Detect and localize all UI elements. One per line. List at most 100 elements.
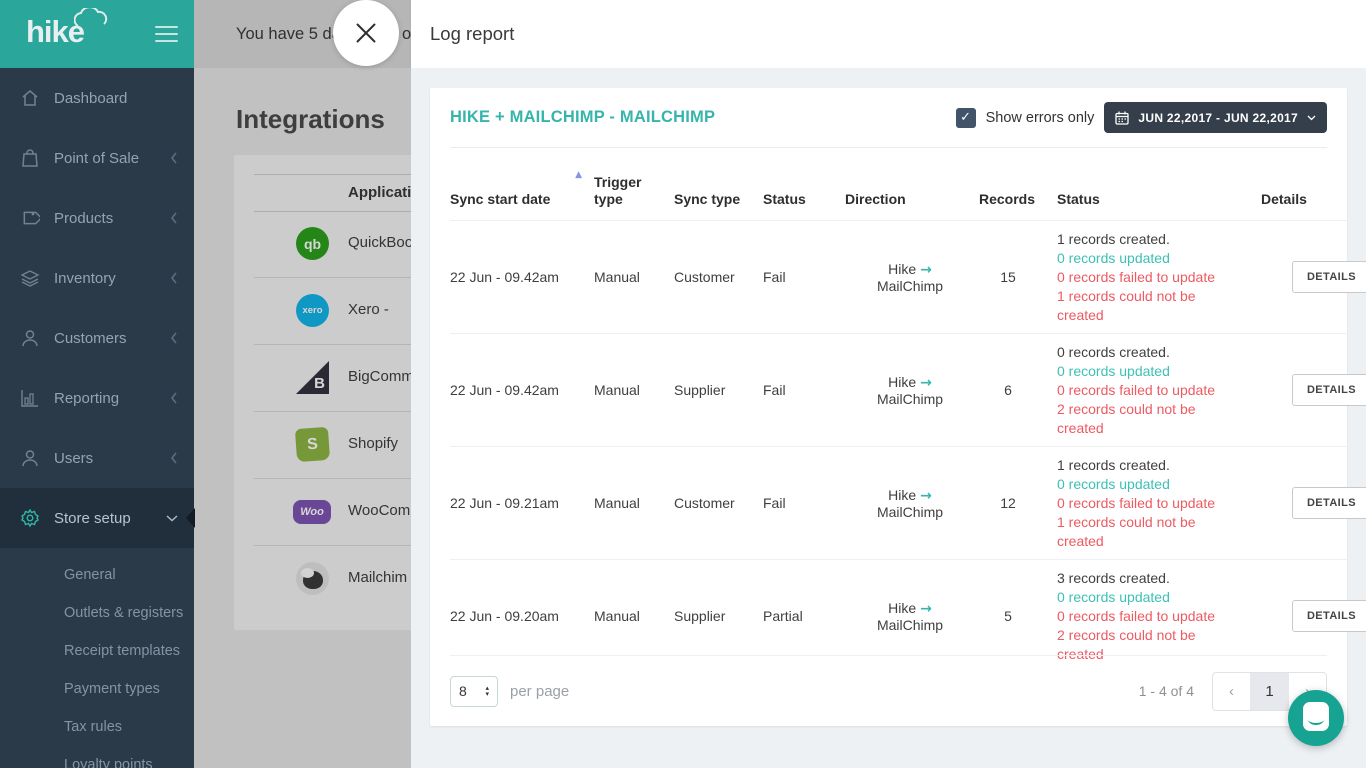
trigger-cell: Manual [594,333,674,447]
gear-icon [18,508,42,528]
show-errors-checkbox[interactable]: ✓ [955,107,976,128]
col-status-detail[interactable]: Status [1041,147,1261,221]
chevron-left-icon [170,272,178,284]
bar-chart-icon [18,388,42,408]
details-button[interactable]: DETAILS [1291,487,1366,519]
log-row: 22 Jun - 09.42am Manual Customer Fail Hi… [450,220,1366,334]
calendar-icon [1115,111,1130,125]
xero-icon: xero [296,294,329,327]
integration-row-quickbooks[interactable]: qb QuickBoo [254,210,834,278]
col-direction[interactable]: Direction [845,147,979,221]
mailchimp-icon [296,562,329,595]
sidebar-item-users[interactable]: Users [0,428,194,488]
col-trigger-type[interactable]: Trigger type [594,147,674,221]
integration-name: QuickBoo [348,234,414,251]
table-header-row: Sync start date ▲ Trigger type Sync type … [450,147,1366,221]
submenu-item-outlets-registers[interactable]: Outlets & registers [64,605,184,621]
records-cell: 6 [979,333,1041,447]
records-created-text: 1 records created. [1057,230,1170,247]
sidebar-item-customers[interactable]: Customers [0,308,194,368]
trigger-cell: Manual [594,608,640,624]
table-footer: 8 ▴▾ per page 1 - 4 of 4 ‹ 1 › [450,655,1327,726]
date-range-button[interactable]: JUN 22,2017 - JUN 22,2017 [1104,102,1327,133]
integration-name: Shopify [348,435,399,452]
sync-start-cell: 22 Jun - 09.42am [450,333,594,447]
submenu-item-payment-types[interactable]: Payment types [64,681,160,697]
show-errors-label: Show errors only [985,109,1095,126]
prev-page-button[interactable]: ‹ [1229,682,1234,700]
home-icon [18,88,42,108]
submenu-item-general[interactable]: General [64,567,116,583]
person-icon [18,328,42,348]
submenu-item-loyalty-points[interactable]: Loyalty points [64,757,153,768]
menu-toggle-icon[interactable] [155,26,178,42]
per-page-select[interactable]: 8 ▴ ▾ [450,675,498,707]
page-1-button[interactable]: 1 [1250,672,1288,710]
status-cell: Partial [763,608,803,624]
log-report-card: HIKE + MAILCHIMP - MAILCHIMP ✓ Show erro… [430,88,1366,726]
records-not-created-text: 1 records could not be created [1057,287,1196,323]
records-created-text: 0 records created. [1057,343,1170,360]
log-row: 22 Jun - 09.21am Manual Customer Fail Hi… [450,446,1366,560]
quickbooks-icon: qb [296,227,329,260]
records-cell: 12 [979,446,1041,560]
sidebar-item-store-setup[interactable]: Store setup [0,488,194,548]
sidebar-item-label: Dashboard [54,89,128,107]
store-setup-submenu: General Outlets & registers Receipt temp… [0,548,194,768]
page-title: Integrations [236,104,385,134]
modal-body: HIKE + MAILCHIMP - MAILCHIMP ✓ Show erro… [411,68,1366,768]
sidebar: Dashboard Point of Sale Products Invento… [0,68,194,768]
col-details[interactable]: Details [1261,147,1366,221]
sidebar-item-label: Point of Sale [54,149,140,167]
direction-cell: Hike → MailChimp [845,333,979,447]
integration-row-mailchimp[interactable]: Mailchim [254,545,834,612]
col-sync-type[interactable]: Sync type [674,147,763,221]
chevron-down-icon [166,514,178,522]
modal-close-button[interactable] [333,0,399,66]
pagination-range-label: 1 - 4 of 4 [1138,683,1194,699]
integration-name: BigComm [348,368,414,385]
sync-type-cell: Supplier [674,333,763,447]
chevron-left-icon [170,452,178,464]
submenu-item-tax-rules[interactable]: Tax rules [64,719,123,735]
records-failed-text: 0 records failed to update [1057,268,1215,285]
col-status[interactable]: Status [763,147,845,221]
sync-start-cell: 22 Jun - 09.42am [450,220,594,334]
sidebar-item-label: Store setup [54,509,131,527]
details-button[interactable]: DETAILS [1291,261,1366,293]
sidebar-item-inventory[interactable]: Inventory [0,248,194,308]
details-button[interactable]: DETAILS [1291,374,1366,406]
chevron-left-icon [170,332,178,344]
records-failed-text: 0 records failed to update [1057,381,1215,398]
submenu-item-receipt-templates[interactable]: Receipt templates [64,643,181,659]
col-records[interactable]: Records [979,147,1041,221]
status-detail-cell: 1 records created. 0 records updated 0 r… [1041,446,1261,560]
chat-widget-button[interactable] [1288,690,1344,746]
sidebar-item-products[interactable]: Products [0,188,194,248]
records-created-text: 3 records created. [1057,569,1170,586]
woocommerce-icon: Woo [293,500,331,524]
records-not-created-text: 2 records could not be created [1057,400,1196,436]
modal-header: Log report [411,0,1366,68]
sync-type-cell: Supplier [674,608,726,624]
log-row: 22 Jun - 09.42am Manual Supplier Fail Hi… [450,333,1366,447]
sidebar-item-reporting[interactable]: Reporting [0,368,194,428]
records-cell: 15 [979,220,1041,334]
status-cell: Fail [763,220,845,334]
sidebar-item-label: Inventory [54,269,116,287]
col-sync-start-date[interactable]: Sync start date ▲ [450,147,594,221]
modal-title: Log report [430,23,515,44]
chevron-left-icon [170,392,178,404]
log-report-modal: Log report HIKE + MAILCHIMP - MAILCHIMP … [411,0,1366,768]
log-row: 22 Jun - 09.20am Manual Supplier Partial… [450,560,1366,673]
details-button[interactable]: DETAILS [1291,600,1366,632]
sidebar-item-point-of-sale[interactable]: Point of Sale [0,128,194,188]
status-cell: Fail [763,446,845,560]
records-failed-text: 0 records failed to update [1057,607,1215,624]
status-detail-cell: 3 records created. 0 records updated 0 r… [1041,560,1261,673]
direction-cell: Hike → MailChimp [845,446,979,560]
integration-heading: HIKE + MAILCHIMP - MAILCHIMP [450,108,716,126]
sidebar-item-dashboard[interactable]: Dashboard [0,68,194,128]
integration-name: Xero - [348,301,389,318]
per-page-label: per page [510,682,570,700]
